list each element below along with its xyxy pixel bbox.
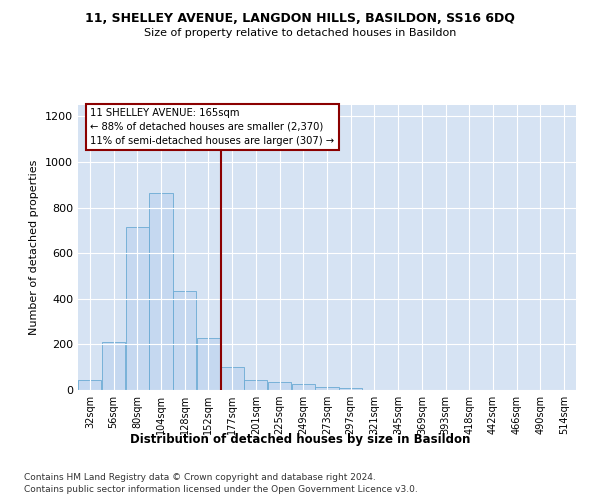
Bar xyxy=(102,342,125,390)
Text: Contains public sector information licensed under the Open Government Licence v3: Contains public sector information licen… xyxy=(24,485,418,494)
Bar xyxy=(268,382,291,390)
Text: 11 SHELLEY AVENUE: 165sqm
← 88% of detached houses are smaller (2,370)
11% of se: 11 SHELLEY AVENUE: 165sqm ← 88% of detac… xyxy=(91,108,335,146)
Bar xyxy=(292,384,315,390)
Bar xyxy=(244,380,268,390)
Text: 11, SHELLEY AVENUE, LANGDON HILLS, BASILDON, SS16 6DQ: 11, SHELLEY AVENUE, LANGDON HILLS, BASIL… xyxy=(85,12,515,26)
Bar xyxy=(125,227,149,390)
Bar xyxy=(339,388,362,390)
Bar xyxy=(149,193,173,390)
Bar xyxy=(197,338,220,390)
Bar xyxy=(316,386,338,390)
Bar xyxy=(78,380,101,390)
Text: Size of property relative to detached houses in Basildon: Size of property relative to detached ho… xyxy=(144,28,456,38)
Bar xyxy=(221,367,244,390)
Y-axis label: Number of detached properties: Number of detached properties xyxy=(29,160,40,335)
Bar xyxy=(173,291,196,390)
Text: Distribution of detached houses by size in Basildon: Distribution of detached houses by size … xyxy=(130,432,470,446)
Text: Contains HM Land Registry data © Crown copyright and database right 2024.: Contains HM Land Registry data © Crown c… xyxy=(24,472,376,482)
